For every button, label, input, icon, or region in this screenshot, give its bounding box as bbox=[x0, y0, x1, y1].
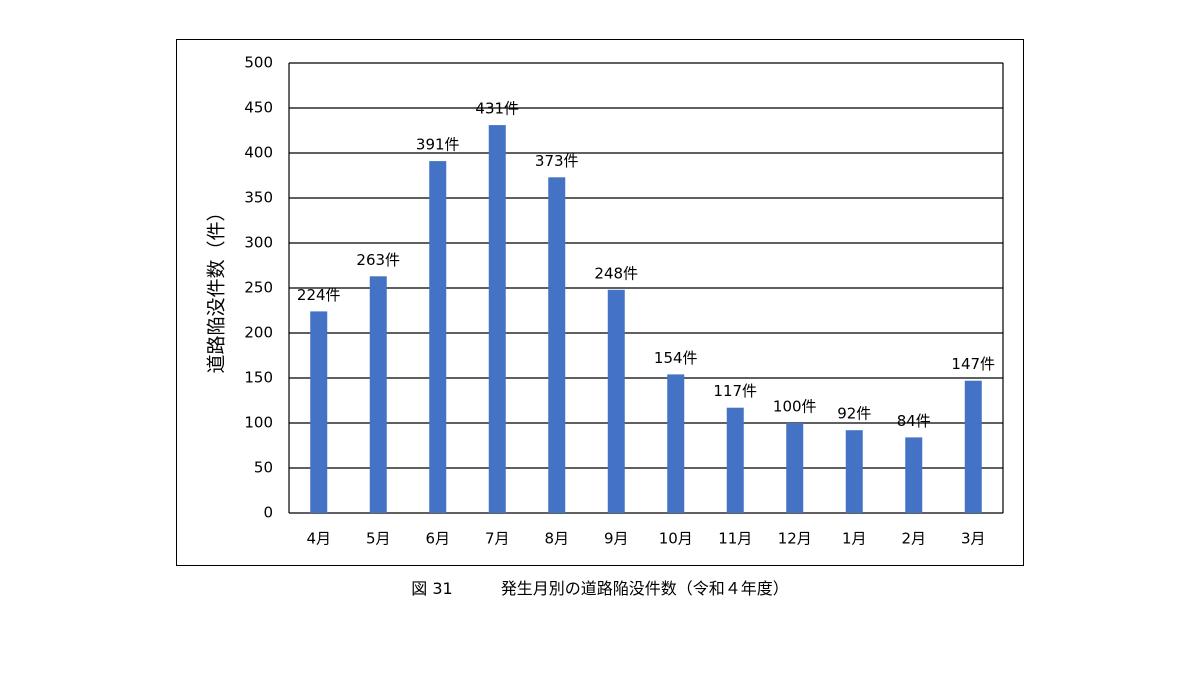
data-labels: 224件 263件 391件 431件 373件 248件 154件 117件 100件 92件 8… bbox=[297, 100, 995, 430]
x-tick-label: 4月 bbox=[306, 530, 331, 548]
data-label: 100件 bbox=[773, 398, 817, 416]
bar bbox=[607, 289, 625, 513]
bar bbox=[726, 407, 744, 513]
y-tick-label: 450 bbox=[244, 99, 273, 117]
y-tick-label: 50 bbox=[254, 459, 273, 477]
x-tick-label: 2月 bbox=[901, 530, 926, 548]
y-tick-label: 200 bbox=[244, 324, 273, 342]
bar bbox=[429, 161, 447, 513]
bars bbox=[310, 125, 982, 514]
y-axis-label: 道路陥没件数（件） bbox=[206, 202, 228, 373]
data-label: 391件 bbox=[416, 136, 460, 154]
x-tick-label: 11月 bbox=[718, 530, 752, 548]
data-label: 373件 bbox=[535, 152, 579, 170]
chart-frame: 0 50 100 150 200 250 300 350 400 450 500 4月 5月 6月 7月 8… bbox=[176, 39, 1024, 566]
x-tick-label: 3月 bbox=[961, 530, 986, 548]
bar bbox=[667, 374, 685, 513]
bar-chart: 0 50 100 150 200 250 300 350 400 450 500 4月 5月 6月 7月 8… bbox=[206, 54, 1004, 548]
bar bbox=[845, 430, 863, 513]
data-label: 224件 bbox=[297, 286, 341, 304]
data-label: 431件 bbox=[475, 100, 519, 118]
data-label: 84件 bbox=[897, 412, 931, 430]
bar bbox=[964, 380, 982, 513]
y-tick-labels: 0 50 100 150 200 250 300 350 400 450 500 bbox=[244, 54, 273, 522]
figure-title: 発生月別の道路陥没件数（令和４年度） bbox=[500, 579, 789, 598]
bar bbox=[905, 437, 923, 513]
figure-number: 図 31 bbox=[411, 579, 453, 598]
x-tick-label: 12月 bbox=[778, 530, 812, 548]
x-tick-label: 1月 bbox=[842, 530, 867, 548]
bar bbox=[369, 276, 387, 513]
bar bbox=[786, 423, 804, 513]
bar bbox=[310, 311, 328, 513]
gridlines bbox=[288, 62, 1004, 514]
data-label: 263件 bbox=[356, 251, 400, 269]
y-tick-label: 300 bbox=[244, 234, 273, 252]
x-tick-label: 10月 bbox=[659, 530, 693, 548]
x-tick-label: 5月 bbox=[366, 530, 391, 548]
y-tick-label: 250 bbox=[244, 279, 273, 297]
data-label: 154件 bbox=[654, 349, 698, 367]
data-label: 248件 bbox=[594, 264, 638, 282]
y-tick-label: 0 bbox=[263, 504, 273, 522]
y-tick-label: 150 bbox=[244, 369, 273, 387]
y-tick-label: 350 bbox=[244, 189, 273, 207]
bar bbox=[548, 177, 566, 514]
data-label: 117件 bbox=[713, 382, 757, 400]
x-tick-label: 9月 bbox=[604, 530, 629, 548]
data-label: 147件 bbox=[951, 355, 995, 373]
x-tick-label: 7月 bbox=[485, 530, 510, 548]
y-tick-label: 400 bbox=[244, 144, 273, 162]
y-tick-label: 100 bbox=[244, 414, 273, 432]
y-tick-label: 500 bbox=[244, 54, 273, 72]
data-label: 92件 bbox=[837, 405, 871, 423]
bar bbox=[488, 125, 506, 513]
x-tick-label: 8月 bbox=[544, 530, 569, 548]
x-tick-label: 6月 bbox=[425, 530, 450, 548]
figure-caption: 図 31 発生月別の道路陥没件数（令和４年度） bbox=[0, 575, 1200, 599]
x-tick-labels: 4月 5月 6月 7月 8月 9月 10月 11月 12月 1月 2月 3月 bbox=[306, 530, 985, 548]
